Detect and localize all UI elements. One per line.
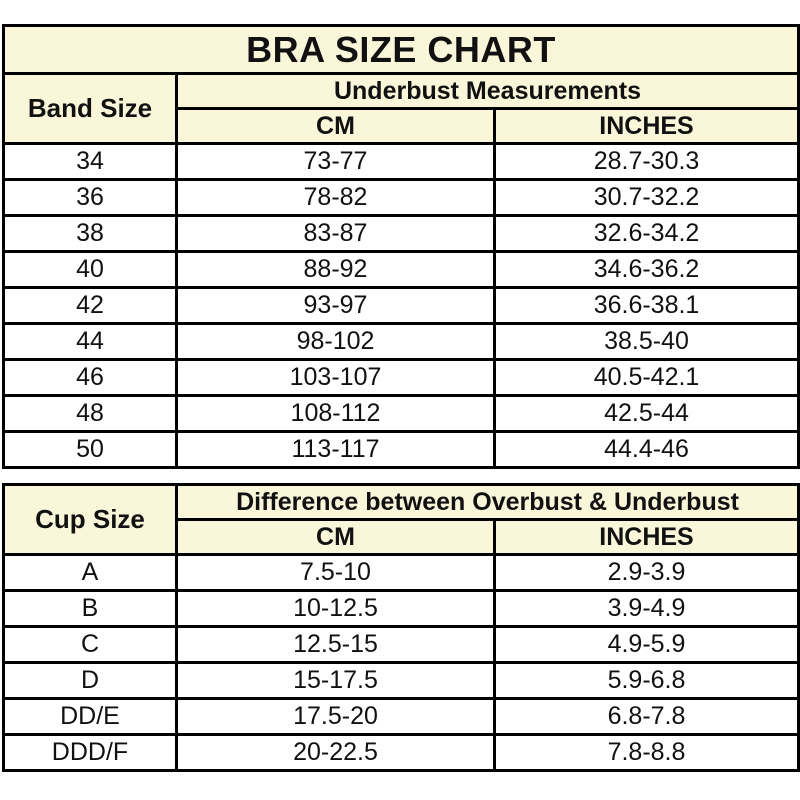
table-row: 44 98-102 38.5-40 xyxy=(2,322,800,361)
cup-size-value: DDD/F xyxy=(2,733,178,772)
band-size-value: 48 xyxy=(2,394,178,433)
band-cm-value: 83-87 xyxy=(175,214,496,253)
band-unit-header-row: CM INCHES xyxy=(4,107,800,145)
band-size-value: 40 xyxy=(2,250,178,289)
table-row: 46 103-107 40.5-42.1 xyxy=(2,358,800,397)
band-size-table: BRA SIZE CHART Band Size Underbust Measu… xyxy=(1,24,800,469)
band-inches-value: 32.6-34.2 xyxy=(492,214,800,253)
cup-size-value: DD/E xyxy=(2,697,178,736)
table-row: B 10-12.5 3.9-4.9 xyxy=(2,589,800,628)
cup-cm-value: 12.5-15 xyxy=(175,625,496,664)
band-inches-value: 44.4-46 xyxy=(492,430,800,469)
band-size-value: 50 xyxy=(2,430,178,469)
band-cm-value: 98-102 xyxy=(175,322,496,361)
cup-size-value: C xyxy=(2,625,178,664)
band-inches-value: 28.7-30.3 xyxy=(492,142,800,181)
band-inches-value: 38.5-40 xyxy=(492,322,800,361)
cup-inches-value: 6.8-7.8 xyxy=(492,697,800,736)
chart-title: BRA SIZE CHART xyxy=(1,24,800,75)
cup-inches-value: 3.9-4.9 xyxy=(492,589,800,628)
cup-cm-value: 15-17.5 xyxy=(175,661,496,700)
band-inches-value: 42.5-44 xyxy=(492,394,800,433)
table-row: 36 78-82 30.7-32.2 xyxy=(2,178,800,217)
band-cm-value: 88-92 xyxy=(175,250,496,289)
cup-size-value: B xyxy=(2,589,178,628)
table-row: DD/E 17.5-20 6.8-7.8 xyxy=(2,697,800,736)
cup-cm-value: 20-22.5 xyxy=(175,733,496,772)
band-cm-value: 73-77 xyxy=(175,142,496,181)
cup-size-corner-header: Cup Size xyxy=(2,483,178,556)
table-row: A 7.5-10 2.9-3.9 xyxy=(2,553,800,592)
cup-cm-value: 7.5-10 xyxy=(175,553,496,592)
cup-cm-value: 10-12.5 xyxy=(175,589,496,628)
band-size-value: 42 xyxy=(2,286,178,325)
underbust-group-header: Underbust Measurements xyxy=(174,72,800,110)
chart-title-row: BRA SIZE CHART xyxy=(1,24,800,75)
table-row: 42 93-97 36.6-38.1 xyxy=(2,286,800,325)
cup-inches-value: 2.9-3.9 xyxy=(492,553,800,592)
cup-cm-value: 17.5-20 xyxy=(175,697,496,736)
cup-size-table: Cup Size Difference between Overbust & U… xyxy=(2,483,800,772)
band-inches-value: 36.6-38.1 xyxy=(492,286,800,325)
band-inches-value: 30.7-32.2 xyxy=(492,178,800,217)
cup-inches-header: INCHES xyxy=(492,518,800,556)
band-inches-header: INCHES xyxy=(492,107,800,145)
band-inches-value: 34.6-36.2 xyxy=(492,250,800,289)
band-cm-value: 103-107 xyxy=(175,358,496,397)
band-inches-value: 40.5-42.1 xyxy=(492,358,800,397)
cup-inches-value: 4.9-5.9 xyxy=(492,625,800,664)
band-cm-header: CM xyxy=(175,107,496,145)
table-row: 34 73-77 28.7-30.3 xyxy=(2,142,800,181)
table-row: 50 113-117 44.4-46 xyxy=(2,430,800,469)
cup-group-header-row: Cup Size Difference between Overbust & U… xyxy=(2,483,800,556)
cup-cm-header: CM xyxy=(175,518,496,556)
table-row: 38 83-87 32.6-34.2 xyxy=(2,214,800,253)
difference-group-header: Difference between Overbust & Underbust xyxy=(174,483,800,521)
band-cm-value: 78-82 xyxy=(175,178,496,217)
cup-unit-header-row: CM INCHES xyxy=(4,518,800,556)
table-row: DDD/F 20-22.5 7.8-8.8 xyxy=(2,733,800,772)
band-size-value: 34 xyxy=(2,142,178,181)
band-group-header-row: Band Size Underbust Measurements xyxy=(2,72,800,145)
table-row: D 15-17.5 5.9-6.8 xyxy=(2,661,800,700)
band-size-value: 38 xyxy=(2,214,178,253)
band-size-value: 44 xyxy=(2,322,178,361)
band-cm-value: 93-97 xyxy=(175,286,496,325)
cup-inches-value: 5.9-6.8 xyxy=(492,661,800,700)
table-row: 48 108-112 42.5-44 xyxy=(2,394,800,433)
cup-size-value: D xyxy=(2,661,178,700)
band-cm-value: 108-112 xyxy=(175,394,496,433)
band-size-value: 46 xyxy=(2,358,178,397)
table-row: C 12.5-15 4.9-5.9 xyxy=(2,625,800,664)
band-size-value: 36 xyxy=(2,178,178,217)
table-row: 40 88-92 34.6-36.2 xyxy=(2,250,800,289)
cup-size-value: A xyxy=(2,553,178,592)
cup-inches-value: 7.8-8.8 xyxy=(492,733,800,772)
band-size-corner-header: Band Size xyxy=(2,72,178,145)
band-cm-value: 113-117 xyxy=(175,430,496,469)
